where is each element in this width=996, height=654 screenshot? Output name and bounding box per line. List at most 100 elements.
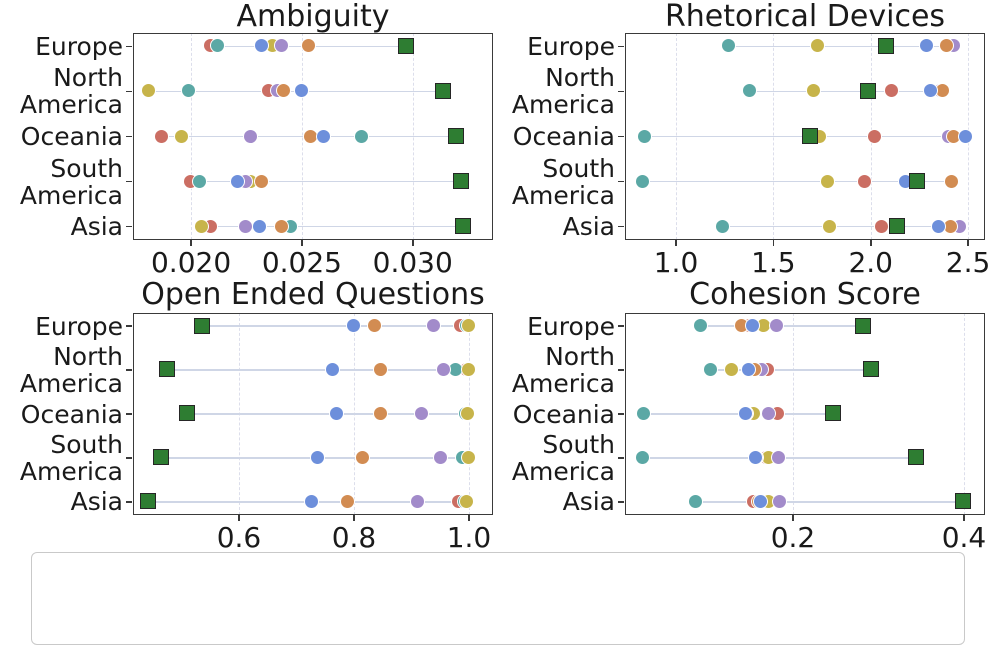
y-category-label: North America <box>511 63 615 120</box>
marker-llama-3-70b <box>372 406 388 421</box>
marker-claude-sonnet-4 <box>460 449 476 465</box>
x-tick-label: 0.8 <box>331 521 377 554</box>
y-tick <box>126 225 132 228</box>
y-tick <box>618 45 624 48</box>
marker-claude-sonnet-4 <box>194 218 210 234</box>
marker-gpt-4o <box>884 83 900 99</box>
marker-qwen-3-14b <box>771 449 787 465</box>
row-connector-line <box>187 413 468 415</box>
y-tick <box>618 457 624 459</box>
marker-gpt-5 <box>692 318 708 334</box>
marker-qwen-3-14b <box>761 406 777 421</box>
y-category-label: North America <box>19 342 123 399</box>
row-connector-line <box>710 369 872 371</box>
marker-claude-sonnet-4 <box>140 83 156 99</box>
marker-human <box>855 317 872 334</box>
marker-llama-3-70b <box>938 38 954 54</box>
marker-llama-3-8b <box>309 449 325 465</box>
x-tick-label: 1.0 <box>446 521 492 554</box>
x-tick-label: 0.4 <box>941 521 987 554</box>
marker-gpt-4o <box>856 173 872 189</box>
marker-llama-3-70b <box>354 449 370 465</box>
marker-llama-3-8b <box>229 173 245 189</box>
x-tick <box>411 240 414 246</box>
marker-gpt-5 <box>636 406 652 421</box>
marker-llama-3-8b <box>303 493 319 509</box>
marker-claude-sonnet-4 <box>459 493 475 509</box>
y-category-label: South America <box>511 429 615 486</box>
row-connector-line <box>167 369 469 371</box>
marker-qwen-3-14b <box>772 493 788 509</box>
marker-llama-3-8b <box>923 83 939 99</box>
marker-llama-3-8b <box>737 406 753 421</box>
plot-area-cohesion-score <box>625 313 985 515</box>
marker-gpt-4o <box>154 128 170 144</box>
x-tick <box>353 515 355 521</box>
marker-human <box>448 127 465 144</box>
y-tick <box>618 501 624 503</box>
marker-human <box>152 449 169 466</box>
y-category-label: Oceania <box>512 122 615 151</box>
marker-human <box>889 217 906 234</box>
marker-human <box>955 493 972 510</box>
y-category-label: Oceania <box>20 399 123 429</box>
y-tick <box>618 90 624 93</box>
plot-title-ambiguity: Ambiguity <box>236 0 390 34</box>
marker-llama-3-8b <box>316 128 332 144</box>
plot-title-open-ended-questions: Open Ended Questions <box>141 277 485 312</box>
x-tick-label: 1.0 <box>653 246 699 279</box>
marker-human <box>801 127 818 144</box>
marker-human <box>824 405 841 422</box>
y-category-label: Europe <box>527 31 615 61</box>
row-connector-line <box>728 45 955 48</box>
marker-human <box>159 361 176 378</box>
marker-human <box>908 449 925 466</box>
plot-title-rhetorical-devices: Rhetorical Devices <box>664 0 946 34</box>
marker-claude-sonnet-4 <box>806 83 822 99</box>
x-tick-label: 0.2 <box>770 521 816 554</box>
y-category-label: Asia <box>70 212 123 242</box>
marker-llama-3-70b <box>944 173 960 189</box>
y-category-label: South America <box>19 153 123 210</box>
marker-llama-3-70b <box>300 38 316 54</box>
y-tick <box>618 135 624 138</box>
y-category-label: Oceania <box>20 122 123 151</box>
gridline <box>963 313 965 515</box>
marker-qwen-3-14b <box>410 493 426 509</box>
row-connector-line <box>202 325 469 327</box>
y-category-label: South America <box>511 153 615 210</box>
x-tick-label: 0.025 <box>261 246 342 279</box>
marker-gpt-5 <box>191 173 207 189</box>
row-connector-line <box>722 225 961 228</box>
marker-claude-sonnet-4 <box>459 406 475 421</box>
y-tick <box>618 225 624 228</box>
chart-legend: Human GPT-5 Qwen-3-14b Llama-3-8b GPT-4o… <box>31 552 965 645</box>
marker-human <box>139 493 156 510</box>
marker-llama-3-8b <box>328 406 344 421</box>
marker-claude-sonnet-4 <box>821 218 837 234</box>
marker-gpt-5 <box>688 493 704 509</box>
row-connector-line <box>696 501 964 503</box>
marker-gpt-5 <box>741 83 757 99</box>
marker-human <box>863 361 880 378</box>
marker-human <box>860 82 877 99</box>
marker-llama-3-8b <box>919 38 935 54</box>
x-tick <box>869 240 872 246</box>
marker-gpt-5 <box>702 362 718 378</box>
marker-human <box>179 405 196 422</box>
y-category-label: South America <box>19 429 123 486</box>
x-tick <box>190 240 192 246</box>
marker-llama-3-70b <box>276 83 292 99</box>
x-tick-label: 2.5 <box>945 246 991 279</box>
marker-qwen-3-14b <box>433 449 449 465</box>
marker-llama-3-8b <box>251 218 267 234</box>
x-tick <box>468 515 470 521</box>
marker-claude-sonnet-4 <box>819 173 835 189</box>
marker-llama-3-8b <box>748 449 764 465</box>
plot-area-rhetorical-devices <box>625 33 985 240</box>
marker-llama-3-8b <box>345 318 361 334</box>
marker-llama-3-8b <box>293 83 309 99</box>
marker-qwen-3-14b <box>413 406 429 421</box>
y-tick <box>126 45 132 48</box>
